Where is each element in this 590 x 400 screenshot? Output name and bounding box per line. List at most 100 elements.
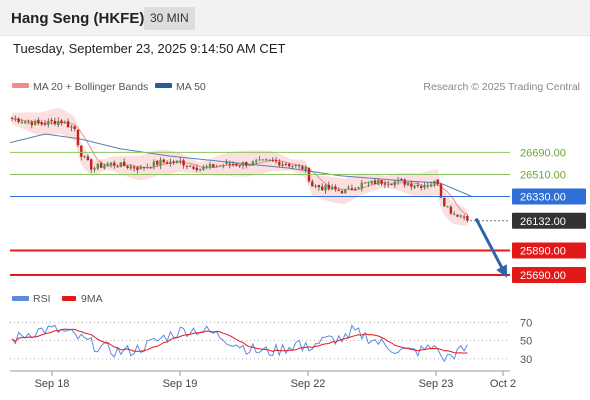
x-tick-label: Sep 22	[291, 378, 326, 390]
candle-body	[149, 167, 152, 169]
level-label-support: 25690.00	[520, 270, 566, 282]
candle-body	[317, 185, 321, 188]
candle-body	[70, 126, 73, 128]
candle-body	[10, 117, 14, 119]
level-label-resistance: 26510.00	[520, 170, 566, 182]
candle-body	[218, 165, 222, 167]
candle-body	[142, 167, 146, 169]
candle-body	[76, 129, 80, 145]
candle-body	[20, 122, 24, 124]
candle-body	[390, 183, 393, 185]
candle-body	[96, 163, 99, 169]
candle-body	[347, 187, 350, 189]
candle-body	[294, 164, 297, 166]
rsi-tick-label: 70	[520, 317, 532, 329]
candle-body	[165, 162, 169, 164]
level-label-pivot: 26330.00	[520, 192, 566, 204]
candle-body	[403, 179, 406, 185]
candle-body	[198, 168, 202, 170]
candle-body	[53, 120, 57, 125]
candle-body	[344, 189, 347, 194]
candle-body	[301, 166, 304, 170]
legend-rsi-swatch	[12, 296, 29, 301]
x-tick-label: Sep 23	[419, 378, 454, 390]
candle-body	[334, 186, 337, 190]
candle-body	[429, 184, 433, 186]
candle-body	[238, 165, 241, 167]
level-label-last: 26132.00	[520, 216, 566, 228]
level-lines	[10, 151, 510, 278]
legend-ma50-swatch	[155, 83, 172, 88]
price-plot	[10, 108, 473, 226]
candle-body	[324, 185, 327, 191]
credit-text: Research © 2025 Trading Central	[423, 81, 580, 93]
candle-body	[208, 164, 212, 168]
candle-body	[251, 161, 255, 166]
candle-body	[357, 187, 360, 189]
candle-body	[90, 159, 93, 170]
legend-rsi-label: RSI	[33, 293, 51, 305]
candle-body	[123, 161, 126, 167]
candle-body	[327, 184, 330, 190]
candle-body	[80, 145, 83, 157]
candle-body	[350, 188, 354, 190]
candle-body	[258, 159, 261, 161]
candle-body	[393, 181, 396, 186]
candle-body	[255, 160, 258, 162]
candle-body	[99, 163, 103, 168]
legend-ma50-label: MA 50	[176, 81, 206, 93]
level-tag-support	[512, 242, 586, 259]
candle-body	[291, 165, 294, 167]
level-label-resistance: 26690.00	[520, 147, 566, 159]
candle-body	[459, 215, 462, 217]
timeframe-badge[interactable]: 30 MIN	[144, 7, 195, 30]
candle-body	[466, 216, 469, 221]
candle-body	[241, 162, 245, 166]
candle-body	[192, 166, 195, 169]
candle-body	[420, 185, 423, 188]
candle-body	[456, 214, 459, 217]
candle-body	[185, 165, 189, 167]
candle-body	[83, 155, 86, 157]
candle-body	[215, 166, 218, 168]
candle-body	[212, 164, 215, 168]
candle-body	[73, 126, 76, 129]
candle-body	[413, 185, 416, 188]
ma20-line	[11, 118, 468, 216]
instrument-title: Hang Seng (HKFE)	[11, 10, 145, 27]
candle-body	[245, 162, 248, 166]
candle-body	[436, 179, 439, 185]
candle-body	[109, 162, 113, 165]
candle-body	[426, 185, 429, 187]
candle-body	[406, 183, 410, 186]
candle-body	[169, 161, 172, 165]
candle-body	[274, 160, 278, 162]
candle-body	[106, 163, 109, 166]
rsi-9ma-line	[11, 328, 468, 354]
candle-body	[17, 118, 20, 123]
candle-body	[30, 122, 33, 126]
legend-9ma-swatch	[62, 296, 76, 301]
candle-body	[443, 198, 446, 207]
candle-body	[433, 180, 436, 185]
candle-body	[261, 159, 264, 161]
candle-body	[363, 182, 367, 184]
candle-body	[162, 159, 165, 163]
candle-body	[195, 167, 198, 171]
candle-body	[340, 190, 344, 194]
level-tag-pivot	[512, 188, 586, 205]
candle-body	[57, 120, 60, 126]
candle-body	[446, 206, 449, 208]
price-legend: MA 20 + Bollinger Bands MA 50	[12, 81, 206, 93]
candle-body	[264, 159, 268, 161]
candle-body	[248, 164, 251, 166]
candle-body	[373, 180, 377, 185]
candle-body	[416, 185, 420, 186]
candle-body	[14, 118, 17, 120]
candle-body	[172, 161, 175, 163]
candle-body	[116, 166, 119, 168]
candle-body	[189, 165, 192, 167]
candle-body	[159, 159, 162, 166]
candle-body	[311, 181, 314, 187]
